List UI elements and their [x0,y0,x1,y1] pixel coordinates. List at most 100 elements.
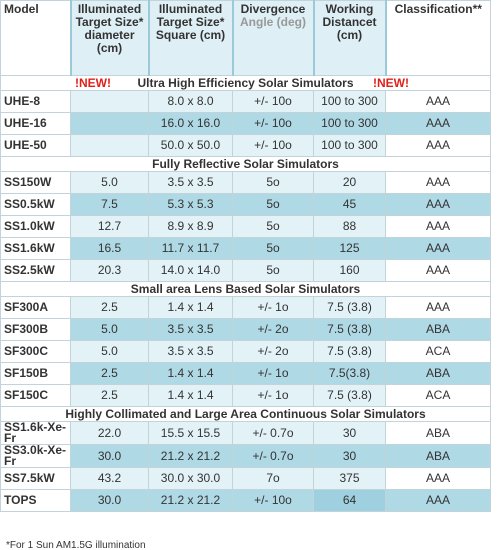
value-cell: 21.2 x 21.2 [148,489,233,512]
value-cell: 7.5 (3.8) [313,318,386,341]
value-cell: 100 to 300 [313,134,386,157]
value-cell: 30 [313,421,386,445]
model-cell: SS1.6kW [0,237,71,260]
value-cell [70,90,149,113]
value-cell: 16.5 [70,237,149,260]
model-cell: UHE-8 [0,90,71,113]
value-cell: 50.0 x 50.0 [148,134,233,157]
column-header: Illuminated Target Size* Square (cm) [147,0,234,76]
value-cell: 7.5 (3.8) [313,296,386,319]
new-badge: !NEW! [373,76,409,90]
new-badge: !NEW! [75,76,111,90]
value-cell: 125 [313,237,386,260]
data-row: SS3.0k-Xe-Fr 30.0 21.2 x 21.2 +/- 0.7o 30 ABA [0,444,491,468]
value-cell: 14.0 x 14.0 [148,259,233,282]
section-title-cell: Small area Lens Based Solar Simulators [0,281,491,297]
value-cell: 1.4 x 1.4 [148,384,233,407]
value-cell: +/- 2o [232,340,314,363]
column-header: Illuminated Target Size* diameter (cm) [69,0,150,76]
value-cell: 30 [313,444,386,468]
model-cell: SS1.0kW [0,215,71,238]
value-cell: ABA [385,362,491,385]
model-cell: SF300A [0,296,71,319]
section-row: Fully Reflective Solar Simulators [0,156,491,172]
value-cell: 8.9 x 8.9 [148,215,233,238]
model-cell: SS2.5kW [0,259,71,282]
section-title: Ultra High Efficiency Solar Simulators [137,76,354,90]
value-cell: 100 to 300 [313,112,386,135]
data-row: UHE-16 16.0 x 16.0 +/- 10o 100 to 300 AAA [0,112,491,135]
section-row: !NEW! Ultra High Efficiency Solar Simulat… [0,75,491,91]
value-cell: ACA [385,340,491,363]
data-row: SF300B 5.0 3.5 x 3.5 +/- 2o 7.5 (3.8) ABA [0,318,491,341]
value-cell: AAA [385,193,491,216]
section-title: Highly Collimated and Large Area Continu… [65,407,426,421]
value-cell: 5o [232,215,314,238]
value-cell: 5o [232,259,314,282]
value-cell: +/- 10o [232,489,314,512]
value-cell: 30.0 x 30.0 [148,467,233,490]
value-cell: 8.0 x 8.0 [148,90,233,113]
model-cell: SF300B [0,318,71,341]
model-cell: SS150W [0,171,71,194]
spec-table: Model Illuminated Target Size* diameter … [0,0,491,512]
value-cell: +/- 10o [232,134,314,157]
value-cell: 2.5 [70,296,149,319]
value-cell: 43.2 [70,467,149,490]
value-cell: AAA [385,134,491,157]
model-cell: SS7.5kW [0,467,71,490]
value-cell: 45 [313,193,386,216]
value-cell: AAA [385,90,491,113]
section-title: Small area Lens Based Solar Simulators [130,282,361,296]
value-cell: 22.0 [70,421,149,445]
model-cell: UHE-50 [0,134,71,157]
value-cell: 5o [232,171,314,194]
model-cell: UHE-16 [0,112,71,135]
value-cell: ACA [385,384,491,407]
value-cell: 30.0 [70,489,149,512]
value-cell: 11.7 x 11.7 [148,237,233,260]
value-cell: 5.0 [70,340,149,363]
value-cell: +/- 1o [232,362,314,385]
value-cell: 7.5(3.8) [313,362,386,385]
section-title: Fully Reflective Solar Simulators [152,157,339,171]
column-header: Working Distancet (cm) [312,0,387,76]
data-row: SS7.5kW 43.2 30.0 x 30.0 7o 375 AAA [0,467,491,490]
footnote: *For 1 Sun AM1.5G illumination [6,540,146,550]
value-cell: 160 [313,259,386,282]
section-title-cell: Fully Reflective Solar Simulators [0,156,491,172]
column-header: Model [0,0,71,76]
value-cell: AAA [385,171,491,194]
value-cell: 88 [313,215,386,238]
header-row: Model Illuminated Target Size* diameter … [0,0,491,76]
value-cell: 12.7 [70,215,149,238]
data-row: SS1.6k-Xe-Fr 22.0 15.5 x 15.5 +/- 0.7o 30 ABA [0,421,491,445]
value-cell: 2.5 [70,384,149,407]
value-cell: 15.5 x 15.5 [148,421,233,445]
value-cell [70,134,149,157]
value-cell: 21.2 x 21.2 [148,444,233,468]
column-header-text: Divergence [240,2,306,16]
model-cell: SF300C [0,340,71,363]
value-cell: 375 [313,467,386,490]
value-cell: AAA [385,215,491,238]
value-cell [70,112,149,135]
value-cell: +/- 0.7o [232,421,314,445]
value-cell: +/- 2o [232,318,314,341]
value-cell: 16.0 x 16.0 [148,112,233,135]
value-cell: AAA [385,489,491,512]
table-body: !NEW! Ultra High Efficiency Solar Simulat… [0,75,491,512]
value-cell: +/- 1o [232,384,314,407]
value-cell: 1.4 x 1.4 [148,362,233,385]
value-cell: 5o [232,193,314,216]
value-cell: 7.5 (3.8) [313,340,386,363]
value-cell: 5.0 [70,171,149,194]
value-cell: AAA [385,296,491,319]
value-cell: 20.3 [70,259,149,282]
value-cell: +/- 10o [232,90,314,113]
value-cell: ABA [385,444,491,468]
data-row: TOPS 30.0 21.2 x 21.2 +/- 10o 64 AAA [0,489,491,512]
value-cell: 3.5 x 3.5 [148,318,233,341]
